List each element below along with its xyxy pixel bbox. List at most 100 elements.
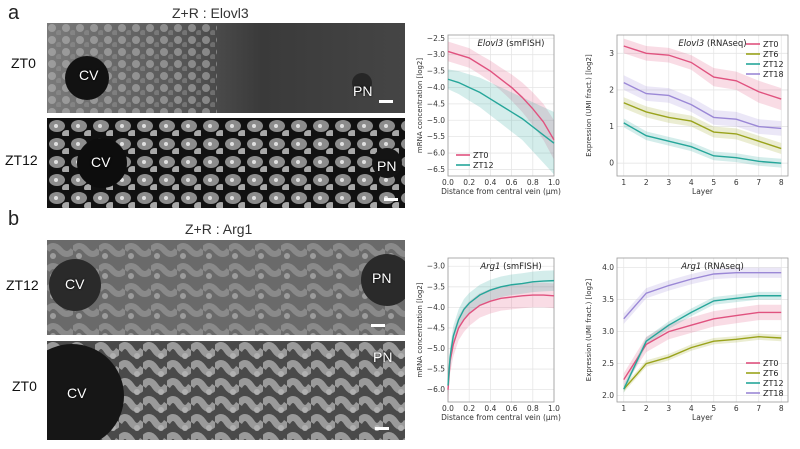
y-tick-label: 2 xyxy=(609,85,614,94)
series-band xyxy=(448,282,554,402)
legend-label: ZT0 xyxy=(473,151,488,160)
series-line xyxy=(623,295,782,390)
chart-svg: 1 2 3 4 5 6 7 8 0 1 2 3 Layer Expression (UMI fract.)… xyxy=(585,34,789,196)
x-tick-label: 3 xyxy=(666,178,671,187)
series-line xyxy=(623,45,782,100)
micrograph-elovl3-top: CV PN xyxy=(47,23,405,113)
series-band xyxy=(623,38,782,111)
y-tick-label: 1 xyxy=(609,122,614,131)
y-tick-label: −4.0 xyxy=(427,303,445,312)
legend-label: ZT18 xyxy=(763,70,784,79)
series-line xyxy=(447,50,555,141)
panel-a-top-timepoint: ZT0 xyxy=(11,55,36,71)
series-line xyxy=(623,272,782,320)
chart-svg: 0.0 0.2 0.4 0.6 0.8 1.0 −6.0 −5.5 −5.0 −4.5 −4.0 −3… xyxy=(416,257,561,422)
plot-frame xyxy=(616,34,789,177)
panel-b-top-timepoint: ZT12 xyxy=(6,277,39,293)
x-axis-label: Layer xyxy=(692,413,714,422)
y-tick-label: 3 xyxy=(609,49,614,58)
chart-title: Elovl3 (RNAseq) xyxy=(678,39,746,49)
y-axis-label: mRNA concentration [log2] xyxy=(416,58,424,153)
micrograph-arg1-bottom: CV PN xyxy=(47,341,405,440)
panel-a-bottom-timepoint: ZT12 xyxy=(5,152,38,168)
series-band xyxy=(448,69,554,175)
pn-label: PN xyxy=(353,83,373,99)
x-axis-label: Distance from central vein (μm) xyxy=(441,187,561,196)
y-tick-label: −3.5 xyxy=(427,67,445,76)
x-tick-label: 0.4 xyxy=(484,178,496,187)
chart-elovl3-rnaseq: 1 2 3 4 5 6 7 8 0 1 2 3 Layer Expression (UMI fract.)… xyxy=(585,30,800,220)
x-tick-label: 8 xyxy=(779,404,784,413)
chart-title: Arg1 (smFISH) xyxy=(479,262,541,272)
panel-a-image-title: Z+R : Elovl3 xyxy=(172,5,249,21)
x-axis-label: Distance from central vein (μm) xyxy=(441,413,561,422)
y-tick-label: −4.5 xyxy=(427,99,445,108)
y-tick-label: 3.5 xyxy=(602,295,614,304)
x-tick-label: 0.4 xyxy=(484,404,496,413)
y-tick-label: 4.0 xyxy=(602,263,614,272)
scale-bar xyxy=(379,100,393,103)
y-tick-label: −5.5 xyxy=(427,132,445,141)
y-axis-label: Expression (UMI fract.) [log2] xyxy=(585,279,593,382)
scale-bar xyxy=(375,427,389,430)
pn-label: PN xyxy=(373,349,393,365)
x-tick-label: 5 xyxy=(711,404,716,413)
y-tick-label: −3.5 xyxy=(427,282,445,291)
y-axis-label: Expression (UMI fract.) [log2] xyxy=(585,54,593,157)
panel-b-letter: b xyxy=(8,208,20,230)
chart-svg: 1 2 3 4 5 6 7 8 2.0 2.5 3.0 3.5 4.0 Layer Expression (… xyxy=(585,257,789,422)
x-tick-label: 0.6 xyxy=(506,178,518,187)
panel-b-image-title: Z+R : Arg1 xyxy=(185,221,253,237)
cv-label: CV xyxy=(79,67,99,83)
series-line xyxy=(623,102,782,150)
x-tick-label: 0.8 xyxy=(527,178,539,187)
series-band xyxy=(623,118,782,168)
series-band xyxy=(448,41,554,160)
y-axis-label: mRNA concentration [log2] xyxy=(416,282,424,377)
x-tick-label: 4 xyxy=(689,178,694,187)
legend-label: ZT6 xyxy=(763,369,778,378)
panel-a-letter: a xyxy=(8,2,20,24)
legend-label: ZT12 xyxy=(763,60,784,69)
series-line xyxy=(623,311,782,380)
x-tick-label: 2 xyxy=(644,178,649,187)
legend-label: ZT6 xyxy=(763,50,778,59)
x-tick-label: 0.0 xyxy=(442,404,454,413)
panel-b-bottom-timepoint: ZT0 xyxy=(12,378,37,394)
series-band xyxy=(623,333,782,393)
plot-frame xyxy=(616,257,789,403)
micrograph-elovl3-bottom: CV PN xyxy=(47,118,405,208)
cv-label: CV xyxy=(65,276,85,292)
x-tick-label: 7 xyxy=(756,178,761,187)
y-tick-label: 2.5 xyxy=(602,359,614,368)
x-tick-label: 0.0 xyxy=(442,178,454,187)
y-tick-label: −3.0 xyxy=(427,50,445,59)
x-tick-label: 6 xyxy=(734,178,739,187)
chart-title: Elovl3 (smFISH) xyxy=(478,39,545,49)
x-axis-label: Layer xyxy=(692,187,714,196)
scale-bar xyxy=(384,198,398,201)
x-tick-label: 1 xyxy=(621,178,626,187)
legend-label: ZT12 xyxy=(763,379,784,388)
chart-arg1-smfish: 0.0 0.2 0.4 0.6 0.8 1.0 −6.0 −5.5 −5.0 −4.5 −4.0 −3… xyxy=(410,250,610,444)
y-tick-label: −4.0 xyxy=(427,83,445,92)
legend-label: ZT12 xyxy=(473,161,494,170)
series-line xyxy=(623,122,782,164)
x-tick-label: 5 xyxy=(711,178,716,187)
chart-svg: 0.0 0.2 0.4 0.6 0.8 1.0 −6.5 −6.0 −5.5 −5.0 −4.5 −4… xyxy=(416,34,561,196)
series-band xyxy=(623,97,782,155)
x-tick-label: 8 xyxy=(779,178,784,187)
y-tick-label: −6.5 xyxy=(427,165,445,174)
legend-label: ZT18 xyxy=(763,389,784,398)
scale-bar xyxy=(371,324,385,327)
micrograph-arg1-top: CV PN xyxy=(47,240,405,335)
legend-label: ZT0 xyxy=(763,40,778,49)
series-line xyxy=(623,336,782,390)
series-line xyxy=(447,78,555,144)
y-tick-label: 2.0 xyxy=(602,391,614,400)
legend-label: ZT0 xyxy=(763,359,778,368)
x-tick-label: 1.0 xyxy=(548,404,560,413)
y-tick-label: 3.0 xyxy=(602,327,614,336)
y-tick-label: −5.0 xyxy=(427,344,445,353)
x-tick-label: 1.0 xyxy=(548,178,560,187)
